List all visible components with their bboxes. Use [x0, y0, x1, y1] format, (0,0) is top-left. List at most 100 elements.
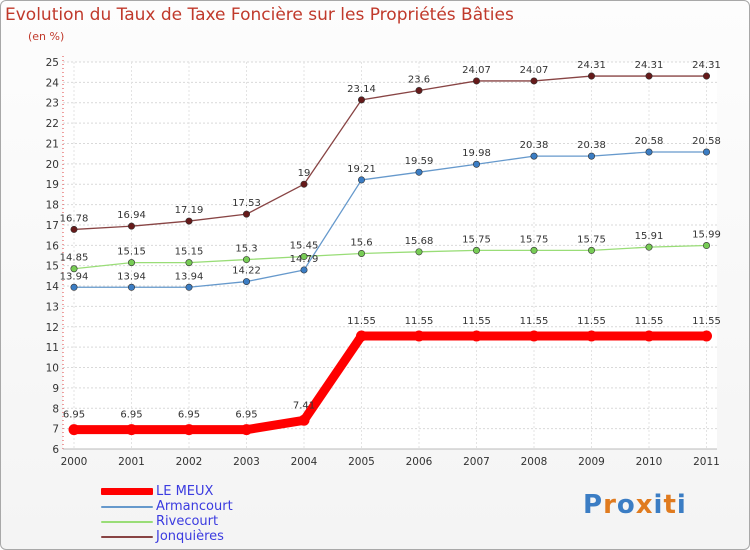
x-tick-label: 2007	[463, 456, 490, 468]
data-point	[645, 148, 653, 156]
logo-letter: i	[653, 490, 664, 520]
y-tick-label: 24	[46, 77, 60, 89]
y-tick-label: 17	[46, 220, 59, 232]
y-tick-label: 20	[46, 159, 59, 171]
data-point	[185, 283, 193, 291]
data-label: 14.22	[232, 266, 261, 277]
legend-swatch	[101, 535, 153, 538]
data-label: 15.75	[520, 234, 549, 245]
data-label: 11.55	[635, 316, 664, 327]
y-tick-label: 15	[46, 261, 59, 273]
data-point	[415, 248, 423, 256]
data-point	[185, 217, 193, 225]
data-label: 16.78	[60, 213, 89, 224]
data-label: 13.94	[117, 271, 146, 282]
data-label: 17.53	[232, 198, 261, 209]
data-point	[530, 246, 538, 254]
data-label: 6.95	[235, 410, 257, 421]
data-point	[472, 160, 480, 168]
data-label: 24.07	[520, 65, 549, 76]
data-point	[128, 259, 136, 267]
data-point	[702, 72, 710, 80]
y-tick-label: 10	[46, 363, 59, 375]
data-point	[298, 414, 310, 426]
data-point	[645, 72, 653, 80]
legend-label: LE MEUX	[156, 484, 214, 499]
data-label: 19.98	[462, 148, 491, 159]
data-label: 23.14	[347, 84, 376, 95]
data-label: 6.95	[63, 410, 85, 421]
data-point	[68, 424, 80, 436]
data-point	[356, 330, 367, 342]
x-tick-label: 2011	[693, 456, 720, 468]
data-label: 15.75	[577, 234, 606, 245]
data-label: 19.21	[347, 164, 376, 175]
data-label: 15.15	[117, 247, 146, 258]
data-point	[472, 246, 480, 254]
data-label: 15.75	[462, 234, 491, 245]
x-tick-label: 2004	[291, 456, 318, 468]
data-label: 7.41	[293, 400, 315, 411]
data-point	[587, 246, 595, 254]
data-label: 19.59	[405, 156, 434, 167]
chart-title: Evolution du Taux de Taxe Foncière sur l…	[5, 5, 514, 25]
data-point	[241, 424, 252, 436]
data-point	[70, 265, 78, 273]
data-label: 11.55	[577, 316, 606, 327]
chart-legend: LE MEUX Armancourt Rivecourt Jonquières	[101, 484, 233, 544]
y-tick-label: 23	[46, 98, 59, 110]
data-label: 19	[298, 168, 311, 179]
y-tick-label: 12	[46, 322, 59, 334]
data-point	[243, 210, 251, 218]
data-point	[300, 266, 308, 274]
x-tick-label: 2008	[521, 456, 548, 468]
data-point	[643, 330, 655, 342]
y-tick-label: 8	[52, 403, 59, 415]
data-point	[243, 256, 251, 264]
y-tick-label: 21	[46, 138, 59, 150]
data-label: 16.94	[117, 210, 146, 221]
data-point	[413, 330, 425, 342]
x-tick-label: 2001	[118, 456, 145, 468]
legend-swatch	[101, 488, 153, 495]
data-point	[645, 243, 653, 251]
x-tick-label: 2005	[348, 456, 375, 468]
data-point	[128, 283, 136, 291]
data-point	[357, 96, 365, 104]
y-tick-label: 25	[46, 57, 59, 69]
data-label: 6.95	[178, 410, 200, 421]
x-tick-label: 2010	[636, 456, 663, 468]
data-label: 24.31	[577, 60, 606, 71]
data-label: 11.55	[520, 316, 549, 327]
data-label: 13.94	[60, 271, 89, 282]
data-label: 17.19	[175, 205, 204, 216]
data-point	[357, 249, 365, 257]
y-tick-label: 22	[46, 118, 59, 130]
x-tick-label: 2006	[406, 456, 433, 468]
data-point	[702, 148, 710, 156]
data-label: 20.38	[520, 140, 549, 151]
data-point	[300, 180, 308, 188]
data-point	[702, 242, 710, 250]
data-label: 11.55	[692, 316, 721, 327]
data-point	[530, 152, 538, 160]
y-axis-unit-label: (en %)	[28, 30, 65, 43]
data-label: 11.55	[405, 316, 434, 327]
logo-letter: r	[603, 490, 617, 520]
series-line-jonqui-res	[73, 75, 708, 231]
y-tick-label: 6	[52, 444, 59, 456]
data-point	[587, 152, 595, 160]
x-tick-label: 2003	[233, 456, 260, 468]
y-tick-label: 13	[46, 301, 59, 313]
data-label: 20.58	[635, 136, 664, 147]
data-label: 15.45	[290, 241, 319, 252]
y-tick-label: 7	[52, 424, 59, 436]
data-point	[471, 330, 482, 342]
logo-letter: x	[635, 490, 654, 520]
legend-swatch	[101, 520, 153, 523]
legend-item: Rivecourt	[101, 514, 233, 529]
legend-item: LE MEUX	[101, 484, 233, 499]
y-tick-label: 19	[46, 179, 59, 191]
legend-swatch	[101, 505, 153, 508]
